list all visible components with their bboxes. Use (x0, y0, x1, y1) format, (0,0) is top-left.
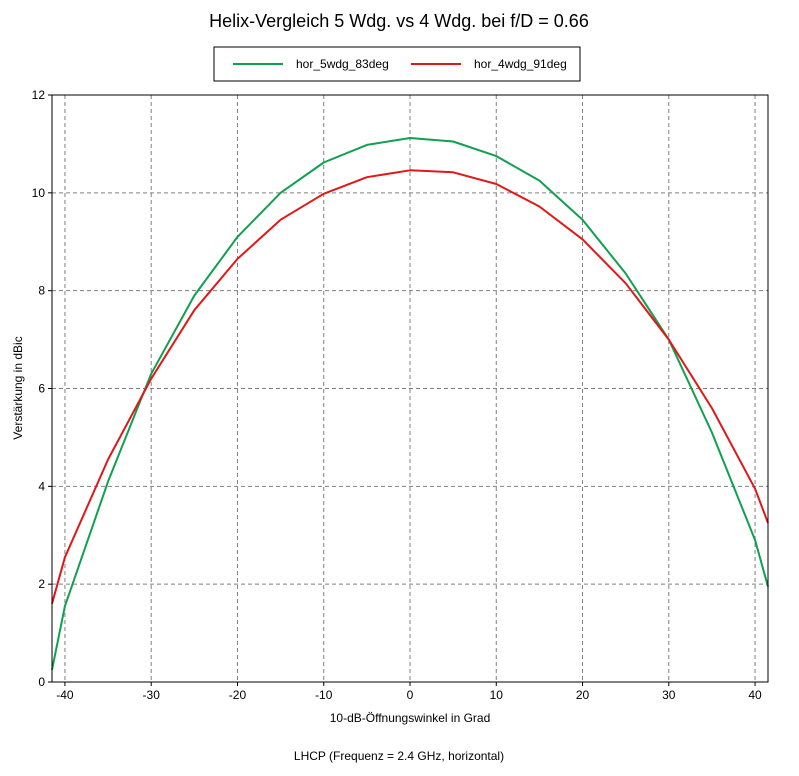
footnote: LHCP (Frequenz = 2.4 GHz, horizontal) (294, 749, 504, 763)
x-tick-label: 40 (748, 688, 762, 702)
x-tick-label: -30 (143, 688, 161, 702)
series-line-2 (51, 169, 769, 604)
x-axis-label: 10-dB-Öffnungswinkel in Grad (330, 711, 491, 725)
x-tick-label: 20 (576, 688, 590, 702)
y-tick-label: 12 (32, 88, 46, 102)
x-tick-label: -40 (56, 688, 74, 702)
series-layer (51, 137, 769, 670)
legend: hor_5wdg_83deg hor_4wdg_91deg (213, 46, 581, 82)
y-axis-label: Verstärkung in dBic (11, 336, 25, 439)
x-tick-label: -10 (315, 688, 333, 702)
grid (52, 95, 768, 682)
y-tick-label: 2 (38, 577, 45, 591)
y-tick-label: 8 (38, 284, 45, 298)
y-tick-label: 4 (38, 479, 45, 493)
x-tick-label: 30 (662, 688, 676, 702)
y-tick-label: 6 (38, 382, 45, 396)
x-tick-label: 10 (490, 688, 504, 702)
x-tick-label: -20 (229, 688, 247, 702)
y-tick-label: 0 (38, 675, 45, 689)
y-ticks: 0 2 4 6 8 10 12 (32, 88, 52, 689)
x-tick-label: 0 (407, 688, 414, 702)
legend-label-series-2: hor_4wdg_91deg (474, 57, 567, 71)
legend-label-series-1: hor_5wdg_83deg (296, 57, 389, 71)
x-ticks: -40 -30 -20 -10 0 10 20 30 40 (56, 682, 762, 702)
y-tick-label: 10 (32, 186, 46, 200)
chart-title: Helix-Vergleich 5 Wdg. vs 4 Wdg. bei f/D… (209, 11, 589, 31)
